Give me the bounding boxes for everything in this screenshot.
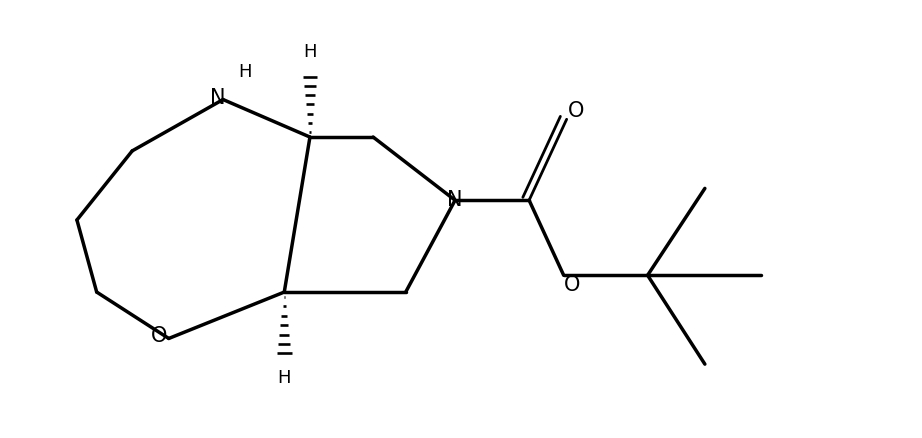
Text: N: N: [210, 88, 226, 108]
Text: H: H: [303, 43, 316, 61]
Text: O: O: [150, 326, 167, 346]
Text: H: H: [238, 63, 252, 81]
Text: N: N: [447, 190, 463, 210]
Text: H: H: [278, 369, 291, 387]
Text: O: O: [568, 101, 585, 121]
Text: O: O: [563, 275, 580, 295]
